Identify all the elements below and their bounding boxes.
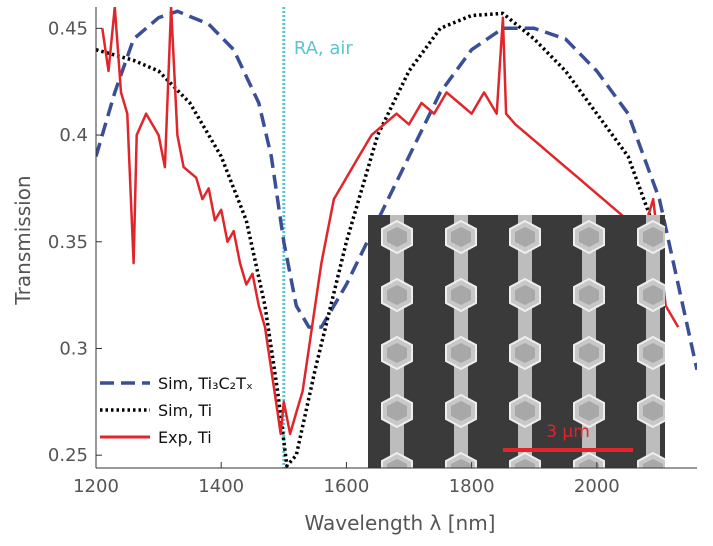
sem-image bbox=[368, 215, 665, 468]
y-tick-label: 0.45 bbox=[48, 18, 88, 39]
x-axis-label: Wavelength λ [nm] bbox=[305, 511, 496, 535]
legend-text: Exp, Ti bbox=[158, 428, 212, 447]
series-line bbox=[101, 7, 680, 436]
legend-text: Sim, Ti₃C₂Tₓ bbox=[158, 374, 253, 393]
x-tick-label: 1400 bbox=[198, 476, 244, 497]
y-tick-label: 0.3 bbox=[59, 338, 88, 359]
legend-text: Sim, Ti bbox=[158, 401, 212, 420]
scale-label: 3 μm bbox=[546, 422, 590, 442]
annotation-text: RA, air bbox=[294, 38, 354, 59]
series-line bbox=[96, 9, 697, 371]
x-tick-label: 1200 bbox=[73, 476, 119, 497]
inset-image: 3 μm bbox=[368, 215, 665, 468]
y-tick-label: 0.4 bbox=[59, 125, 88, 146]
x-tick-label: 1600 bbox=[324, 476, 370, 497]
x-tick-label: 1800 bbox=[449, 476, 495, 497]
plot-area bbox=[96, 7, 697, 468]
y-axis-label: Transmission bbox=[11, 175, 35, 305]
y-tick-label: 0.25 bbox=[48, 445, 88, 466]
y-tick-label: 0.35 bbox=[48, 232, 88, 253]
x-tick-label: 2000 bbox=[574, 476, 620, 497]
